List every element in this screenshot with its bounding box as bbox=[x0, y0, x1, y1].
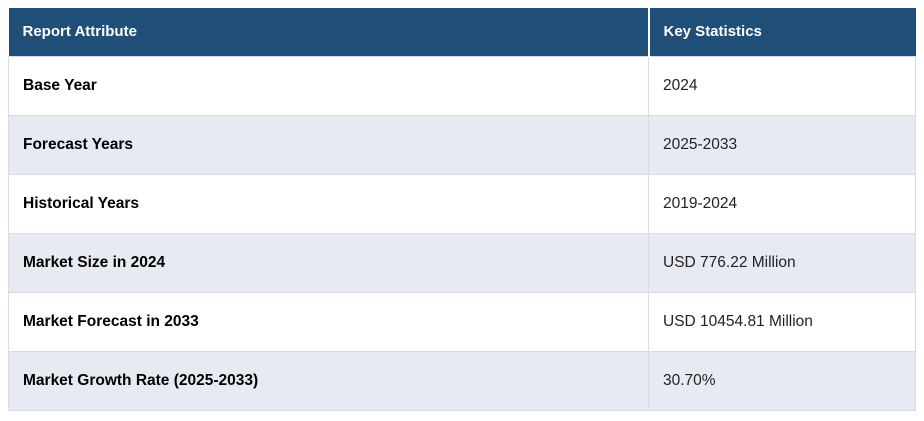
attribute-cell: Market Size in 2024 bbox=[8, 232, 649, 293]
table-row: Historical Years 2019-2024 bbox=[8, 173, 916, 234]
attribute-cell: Market Growth Rate (2025-2033) bbox=[8, 350, 649, 411]
attribute-cell: Base Year bbox=[8, 55, 649, 116]
table-row: Base Year 2024 bbox=[8, 55, 916, 116]
report-attributes-table: Report Attribute Key Statistics Base Yea… bbox=[8, 8, 916, 411]
attribute-cell: Historical Years bbox=[8, 173, 649, 234]
column-header-report-attribute: Report Attribute bbox=[8, 8, 650, 56]
table-body: Base Year 2024 Forecast Years 2025-2033 Hist… bbox=[8, 55, 916, 411]
value-cell: 2025-2033 bbox=[648, 114, 916, 175]
table-header: Report Attribute Key Statistics bbox=[8, 8, 916, 56]
value-cell: 2019-2024 bbox=[648, 173, 916, 234]
value-cell: USD 776.22 Million bbox=[648, 232, 916, 293]
column-header-key-statistics: Key Statistics bbox=[648, 8, 916, 56]
table-row: Market Size in 2024 USD 776.22 Million bbox=[8, 232, 916, 293]
attribute-cell: Forecast Years bbox=[8, 114, 649, 175]
attribute-cell: Market Forecast in 2033 bbox=[8, 291, 649, 352]
value-cell: 2024 bbox=[648, 55, 916, 116]
table-row: Market Growth Rate (2025-2033) 30.70% bbox=[8, 350, 916, 411]
value-cell: USD 10454.81 Million bbox=[648, 291, 916, 352]
table-row: Market Forecast in 2033 USD 10454.81 Mill… bbox=[8, 291, 916, 352]
header-row: Report Attribute Key Statistics bbox=[8, 8, 916, 56]
table-row: Forecast Years 2025-2033 bbox=[8, 114, 916, 175]
value-cell: 30.70% bbox=[648, 350, 916, 411]
